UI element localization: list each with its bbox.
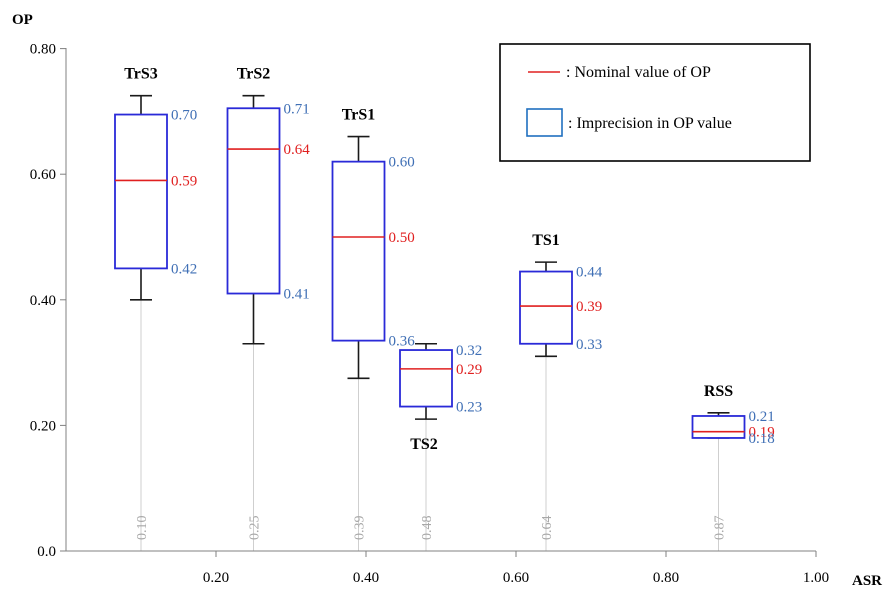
- nominal-value-label: 0.59: [171, 173, 197, 189]
- x-value-label: 0.64: [540, 516, 555, 541]
- legend-nominal-label: : Nominal value of OP: [566, 64, 711, 81]
- x-tick-label: 0.80: [653, 570, 679, 586]
- nominal-value-label: 0.39: [576, 299, 602, 315]
- box-name-label: TrS3: [124, 66, 157, 83]
- y-axis-title: OP: [12, 12, 33, 28]
- low-value-label: 0.42: [171, 261, 197, 277]
- box-ts1: 0.44 0.39 0.33 TS1: [519, 232, 603, 358]
- high-value-label: 0.60: [389, 155, 415, 171]
- y-tick-label: 0.0: [37, 544, 56, 560]
- x-tick-label: 1.00: [803, 570, 829, 586]
- legend-imprecision-swatch: [526, 108, 563, 137]
- x-value-label: 0.39: [353, 516, 368, 541]
- x-value-label: 0.25: [248, 516, 263, 541]
- y-tick-label: 0.60: [30, 167, 56, 183]
- low-value-label: 0.23: [456, 400, 482, 416]
- legend-imprecision-label: : Imprecision in OP value: [568, 115, 732, 132]
- high-value-label: 0.21: [749, 409, 775, 425]
- x-value-label: 0.48: [420, 516, 435, 541]
- x-value-label: 0.87: [713, 516, 728, 541]
- ticks: 0.0 0.20 0.40 0.60 0.80 0.20 0.40 0.60 0.80 1.00: [30, 42, 829, 586]
- imprecision-box: [114, 113, 168, 270]
- imprecision-box: [331, 160, 386, 342]
- x-tick-label: 0.20: [203, 570, 229, 586]
- high-value-label: 0.71: [284, 101, 310, 117]
- low-value-label: 0.41: [284, 287, 310, 303]
- nominal-value-label: 0.50: [389, 230, 415, 246]
- imprecision-box: [226, 107, 281, 295]
- box-ts2: 0.32 0.29 0.23 TS2: [399, 342, 482, 453]
- high-value-label: 0.32: [456, 343, 482, 359]
- low-value-label: 0.33: [576, 337, 602, 353]
- y-tick-label: 0.80: [30, 42, 56, 58]
- nominal-value-label: 0.64: [284, 142, 311, 158]
- box-name-label: TS2: [410, 436, 438, 453]
- box-trs1: 0.60 0.50 0.36 TrS1: [331, 107, 416, 380]
- box-name-label: TrS1: [342, 107, 375, 124]
- nominal-value-label: 0.19: [749, 425, 775, 441]
- box-trs3: 0.70 0.59 0.42 TrS3: [114, 66, 197, 301]
- box-name-label: TS1: [532, 232, 560, 249]
- low-value-label: 0.36: [389, 334, 416, 350]
- x-axis-title: ASR: [852, 573, 882, 589]
- y-tick-label: 0.20: [30, 418, 56, 434]
- boxes: 0.70 0.59 0.42 TrS3 0.71 0.64 0.41 TrS2 0.60 0.50…: [114, 66, 775, 453]
- box-trs2: 0.71 0.64 0.41 TrS2: [226, 66, 311, 345]
- x-value-label: 0.10: [135, 516, 150, 541]
- imprecision-box: [519, 270, 573, 345]
- low-value-label: 0.18: [749, 431, 775, 447]
- x-tick-label: 0.40: [353, 570, 379, 586]
- box-name-label: RSS: [704, 383, 733, 400]
- imprecision-box: [399, 349, 453, 408]
- box-name-label: TrS2: [237, 66, 270, 83]
- box-rss: 0.210.190.18 RSS: [691, 383, 775, 447]
- nominal-value-label: 0.29: [456, 362, 482, 378]
- high-value-label: 0.70: [171, 108, 197, 124]
- x-tick-label: 0.60: [503, 570, 529, 586]
- imprecision-box: [691, 415, 746, 439]
- legend-frame: [499, 43, 811, 162]
- legend: : Nominal value of OP : Imprecision in O…: [499, 43, 811, 162]
- vertical-guide-lines: 0.10 0.25 0.39 0.48 0.64 0.87: [135, 299, 728, 551]
- high-value-label: 0.44: [576, 265, 603, 281]
- y-tick-label: 0.40: [30, 293, 56, 309]
